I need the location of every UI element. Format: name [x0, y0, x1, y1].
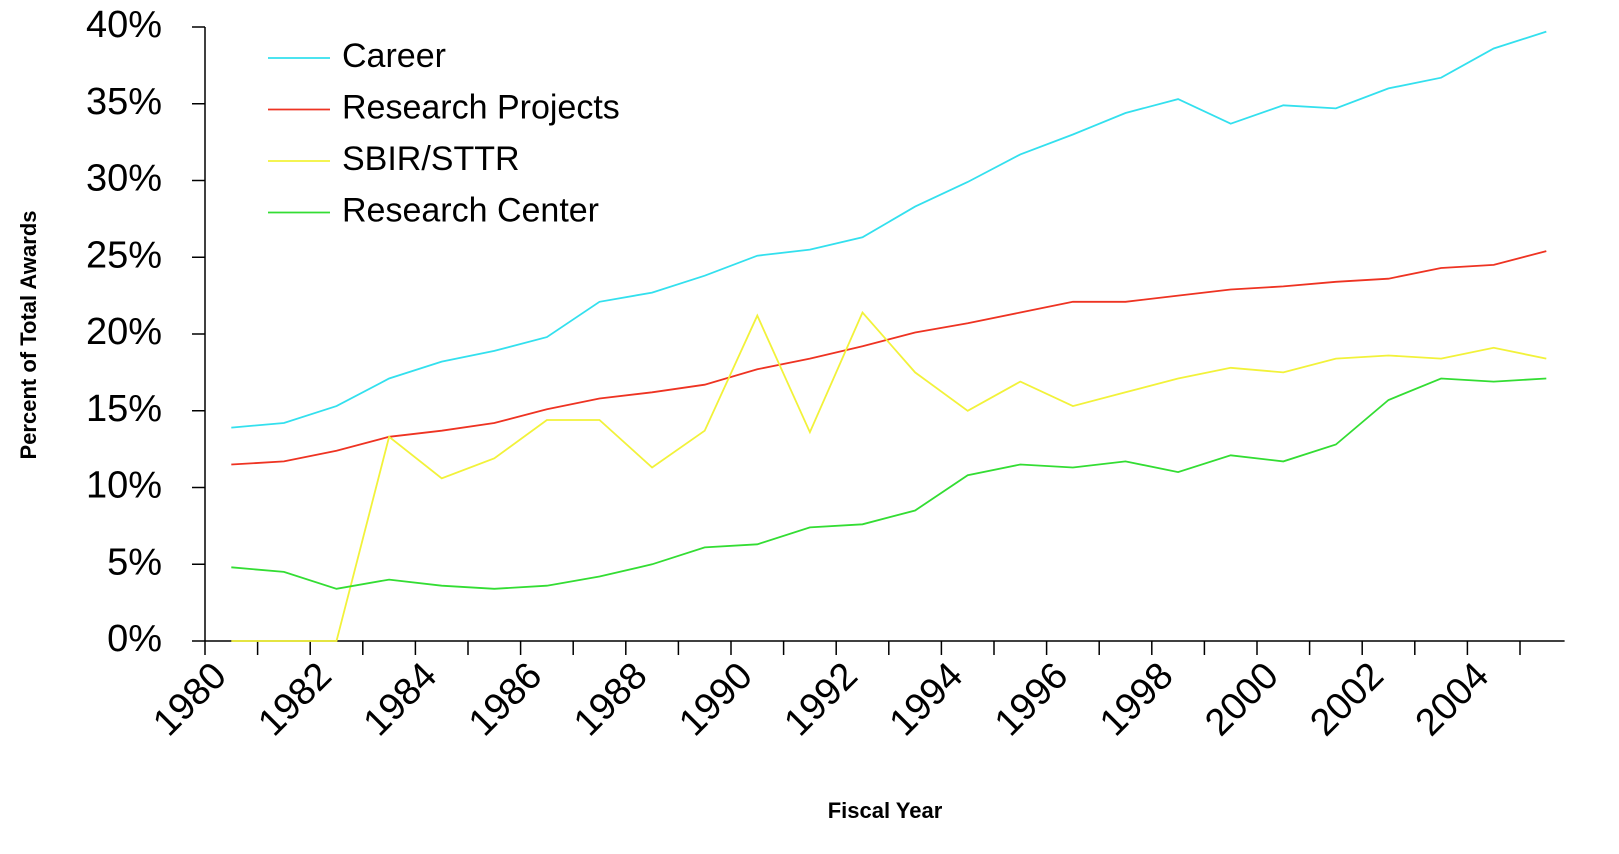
- legend-label: Research Center: [342, 191, 599, 229]
- x-tick-label: 1996: [987, 655, 1076, 744]
- x-tick-label: 1990: [671, 655, 760, 744]
- y-axis-title: Percent of Total Awards: [16, 211, 41, 460]
- x-tick-label: 1986: [461, 655, 550, 744]
- series-line: [231, 310, 1547, 642]
- legend-label: Research Projects: [342, 88, 620, 126]
- x-tick-label: 1994: [882, 655, 971, 744]
- series-line: [231, 377, 1547, 590]
- x-tick-label: 1998: [1092, 655, 1181, 744]
- series-line: [231, 30, 1547, 429]
- x-tick-label: 2004: [1408, 655, 1497, 744]
- series-line: [231, 250, 1547, 466]
- x-tick-label: 1980: [145, 655, 234, 744]
- x-tick-label: 1984: [356, 655, 445, 744]
- x-axis-title: Fiscal Year: [828, 798, 943, 823]
- y-tick-label: 35%: [86, 81, 162, 123]
- x-tick-label: 2002: [1302, 655, 1391, 744]
- x-tick-label: 1992: [776, 655, 865, 744]
- y-tick-label: 15%: [86, 388, 162, 430]
- y-tick-label: 0%: [107, 618, 162, 660]
- y-tick-label: 20%: [86, 311, 162, 353]
- x-tick-label: 1982: [250, 655, 339, 744]
- x-tick-label: 1988: [566, 655, 655, 744]
- legend-label: Career: [342, 37, 446, 75]
- x-tick-label: 2000: [1197, 655, 1286, 744]
- y-tick-label: 5%: [107, 541, 162, 583]
- y-tick-label: 30%: [86, 158, 162, 200]
- legend-label: SBIR/STTR: [342, 140, 520, 178]
- y-tick-label: 40%: [86, 4, 162, 46]
- y-tick-label: 10%: [86, 465, 162, 507]
- y-tick-label: 25%: [86, 234, 162, 276]
